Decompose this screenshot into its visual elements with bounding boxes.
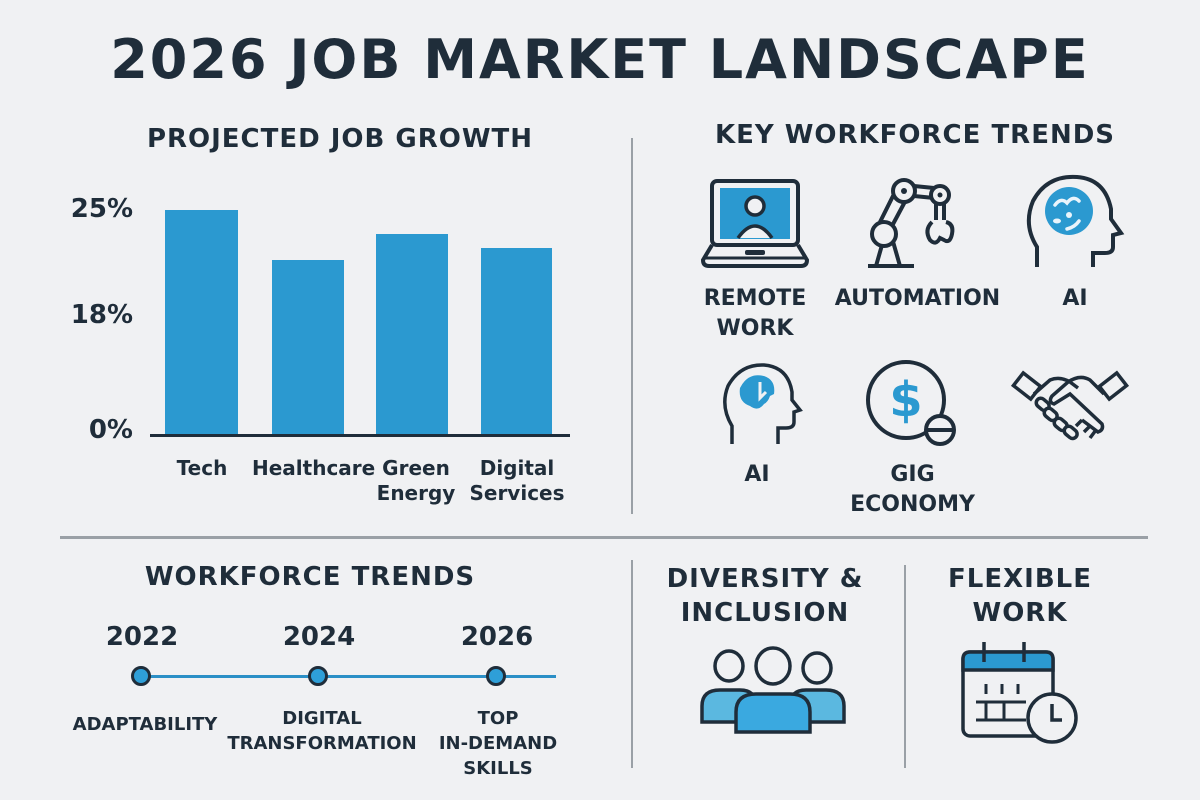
handshake-icon bbox=[1010, 370, 1130, 441]
people-group-icon bbox=[700, 646, 846, 734]
y-tick-label: 18% bbox=[70, 300, 133, 330]
x-axis bbox=[150, 434, 570, 437]
bar-healthcare bbox=[272, 260, 344, 435]
trend-label-ai-2: AI bbox=[744, 462, 770, 487]
timeline-line bbox=[142, 675, 556, 678]
timeline-label-2022: ADAPTABILITY bbox=[72, 714, 218, 735]
timeline-label-2026: TOP IN-DEMAND SKILLS bbox=[438, 708, 558, 779]
calendar-clock-icon bbox=[961, 642, 1078, 744]
timeline-marker bbox=[131, 666, 151, 686]
timeline-marker bbox=[486, 666, 506, 686]
bar-digital-services bbox=[481, 248, 552, 435]
trend-label-automation: AUTOMATION bbox=[834, 286, 1001, 311]
chart-heading: PROJECTED JOB GROWTH bbox=[146, 124, 534, 154]
x-label-healthcare: Healthcare bbox=[252, 456, 376, 480]
x-label-green-energy: Green Energy bbox=[376, 456, 456, 505]
x-label-tech: Tech bbox=[176, 456, 228, 480]
head-ai-icon bbox=[723, 363, 803, 444]
trend-label-gig-economy: GIG ECONOMY bbox=[850, 462, 975, 517]
vertical-divider-top bbox=[631, 138, 633, 514]
y-tick-label: 25% bbox=[70, 194, 133, 224]
workforce-trends-heading: WORKFORCE TRENDS bbox=[144, 562, 476, 592]
dollar-coin-icon: $ bbox=[866, 360, 956, 446]
key-trends-heading: KEY WORKFORCE TRENDS bbox=[714, 120, 1116, 150]
robot-arm-icon bbox=[868, 178, 955, 268]
timeline-marker bbox=[308, 666, 328, 686]
timeline-year: 2024 bbox=[282, 622, 356, 652]
trend-label-ai: AI bbox=[1062, 286, 1088, 311]
flexible-work-heading: FLEXIBLE WORK bbox=[948, 564, 1092, 628]
trend-label-remote-work: REMOTE WORK bbox=[703, 286, 807, 341]
x-label-digital-services: Digital Services bbox=[469, 456, 565, 505]
laptop-user-icon bbox=[700, 179, 810, 268]
svg-text:$: $ bbox=[889, 372, 922, 428]
timeline-label-2024: DIGITAL TRANSFORMATION bbox=[227, 708, 417, 754]
vertical-divider-bottom-left bbox=[631, 560, 633, 768]
bar-green-energy bbox=[376, 234, 448, 435]
horizontal-divider bbox=[60, 536, 1148, 539]
brain-head-icon bbox=[1026, 174, 1125, 267]
diversity-heading: DIVERSITY & INCLUSION bbox=[666, 564, 864, 628]
bar-tech bbox=[165, 210, 238, 435]
timeline-year: 2026 bbox=[460, 622, 534, 652]
page-title: 2026 JOB MARKET LANDSCAPE bbox=[110, 28, 1090, 91]
timeline-year: 2022 bbox=[105, 622, 179, 652]
vertical-divider-bottom-right bbox=[904, 565, 906, 768]
y-tick-label: 0% bbox=[88, 415, 133, 445]
